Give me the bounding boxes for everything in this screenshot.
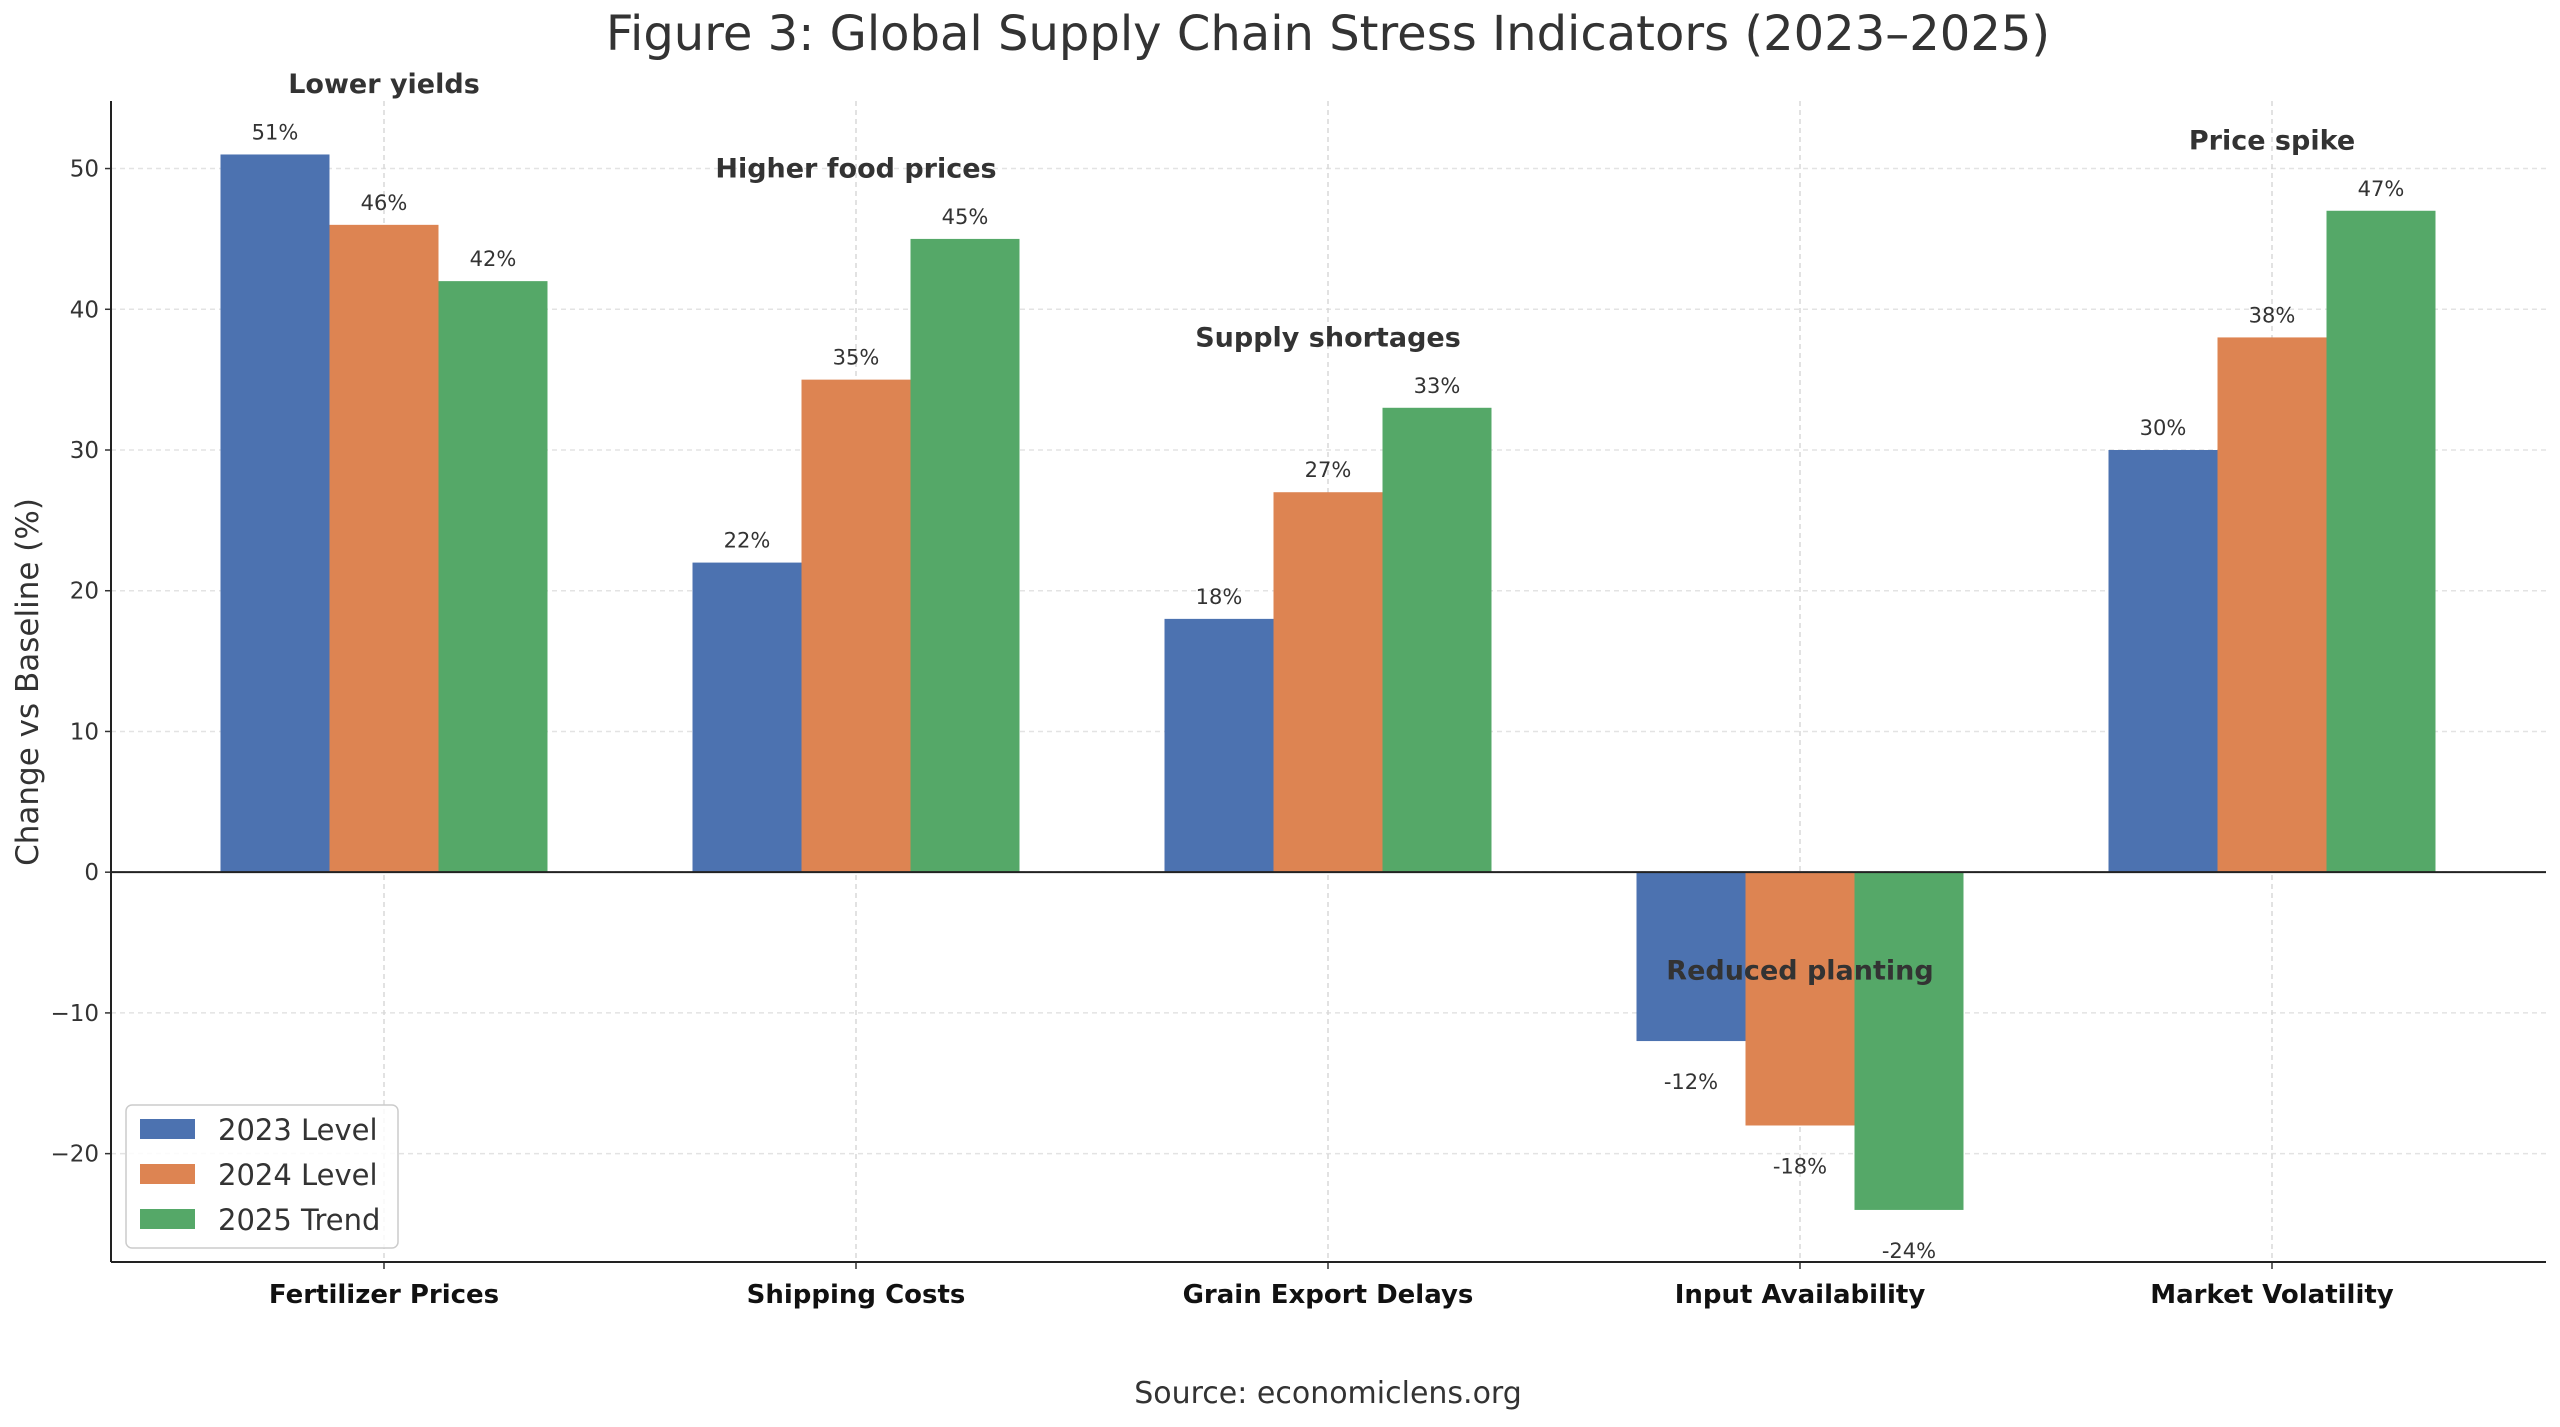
bars <box>220 154 2436 1210</box>
legend-label: 2023 Level <box>218 1113 378 1147</box>
y-axis-label: Change vs Baseline (%) <box>10 498 46 866</box>
data-label: 27% <box>1305 458 1352 482</box>
bar <box>1164 618 1274 873</box>
y-tick-label: 0 <box>84 860 99 886</box>
bar <box>220 154 330 873</box>
data-label: 38% <box>2249 303 2296 327</box>
data-label: -18% <box>1773 1154 1827 1178</box>
bar <box>1382 407 1492 873</box>
data-labels: 51% 46% 42% 22% 35% 45% 18% 27% 33% -12% -18% -24% 3… <box>252 120 2405 1262</box>
x-tick-label: Fertilizer Prices <box>269 1280 499 1310</box>
y-tick-label: 40 <box>70 297 99 323</box>
annotation: Lower yields <box>288 69 480 100</box>
data-label: 46% <box>361 191 408 215</box>
x-tick-label: Input Availability <box>1675 1280 1926 1310</box>
data-label: 51% <box>252 120 299 144</box>
y-tick-label: 30 <box>70 438 99 464</box>
data-label: 45% <box>942 205 989 229</box>
annotation: Reduced planting <box>1666 956 1933 987</box>
bar <box>1273 492 1383 873</box>
data-label: 35% <box>833 346 880 370</box>
bar <box>438 281 548 873</box>
bar <box>329 224 439 873</box>
legend-swatch <box>140 1209 195 1229</box>
data-label: 42% <box>470 247 517 271</box>
bar <box>1854 872 1964 1210</box>
annotation: Price spike <box>2189 125 2355 156</box>
data-label: 30% <box>2140 416 2187 440</box>
x-tick-label: Grain Export Delays <box>1183 1280 1474 1310</box>
y-tick-label: 10 <box>70 719 99 745</box>
x-tick-label: Shipping Costs <box>747 1280 966 1310</box>
annotation: Higher food prices <box>715 154 996 185</box>
legend: 2023 Level 2024 Level 2025 Trend <box>125 1104 399 1249</box>
bar <box>1636 872 1746 1042</box>
legend-swatch <box>140 1164 195 1184</box>
y-tick-label: −20 <box>50 1142 99 1168</box>
annotations: Lower yields Higher food prices Supply sho… <box>288 69 2355 987</box>
bar <box>692 562 802 873</box>
annotation: Supply shortages <box>1195 322 1461 353</box>
legend-label: 2025 Trend <box>218 1203 380 1237</box>
data-label: -12% <box>1664 1070 1718 1094</box>
y-tick-label: 20 <box>70 579 99 605</box>
bar <box>2217 337 2327 873</box>
y-tick-label: 50 <box>70 157 99 183</box>
source-note: Source: economiclens.org <box>1134 1376 1522 1411</box>
chart-title: Figure 3: Global Supply Chain Stress Ind… <box>606 6 2050 62</box>
y-tick-label: −10 <box>50 1001 99 1027</box>
bar <box>2326 210 2436 873</box>
axes: −20 −10 0 10 20 30 40 50 Fertilizer Prices Shippi… <box>50 101 2546 1310</box>
bar <box>1745 872 1855 1126</box>
bar <box>2108 450 2218 873</box>
legend-label: 2024 Level <box>218 1158 378 1192</box>
data-label: 47% <box>2358 177 2405 201</box>
x-tick-label: Market Volatility <box>2150 1280 2394 1310</box>
data-label: 33% <box>1414 374 1461 398</box>
legend-swatch <box>140 1119 195 1139</box>
bar <box>910 238 1020 873</box>
data-label: -24% <box>1882 1239 1936 1263</box>
data-label: 18% <box>1196 585 1243 609</box>
data-label: 22% <box>724 529 771 553</box>
bar <box>801 379 911 873</box>
